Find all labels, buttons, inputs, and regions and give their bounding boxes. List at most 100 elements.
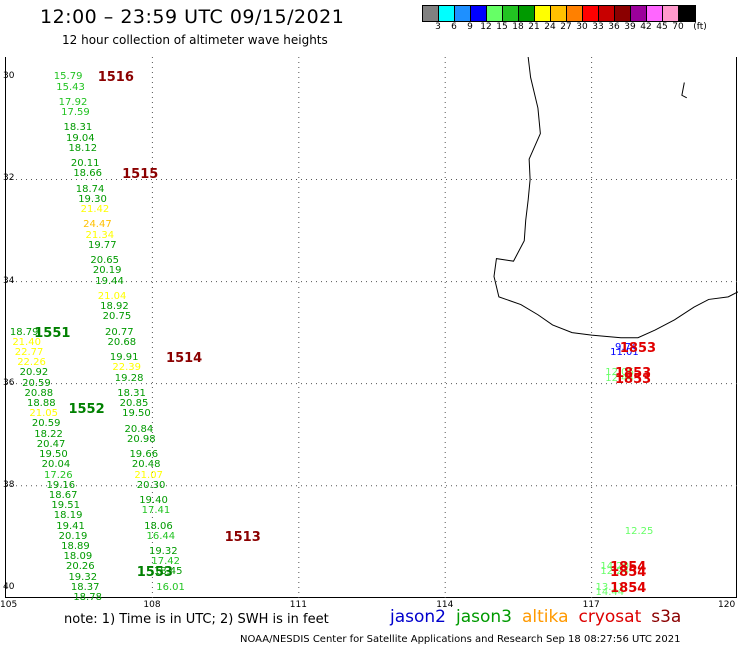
lon-label: 120 bbox=[718, 600, 736, 610]
wave-height-label: 18.09 bbox=[63, 551, 93, 563]
lon-label: 117 bbox=[582, 600, 600, 610]
coastline bbox=[493, 57, 738, 339]
legend-jason3: jason3 bbox=[456, 607, 512, 627]
wave-height-label: 19.77 bbox=[87, 239, 117, 251]
scale-label: 24 bbox=[544, 22, 556, 32]
wave-height-label: 19.50 bbox=[39, 449, 68, 461]
lat-label: 34 bbox=[3, 275, 15, 286]
wave-height-label: 21.07 bbox=[134, 469, 163, 481]
wave-height-label: 18.92 bbox=[100, 301, 129, 313]
wave-height-label: 19.28 bbox=[114, 372, 144, 384]
lon-label: 114 bbox=[436, 600, 454, 610]
wave-height-label: 18.78 bbox=[73, 592, 102, 603]
lon-label: 111 bbox=[289, 600, 307, 610]
satellite-legend: jason2 jason3 altika cryosat s3a bbox=[390, 607, 691, 627]
wave-height-label: 18.89 bbox=[61, 540, 90, 552]
wave-height-label: 18.45 bbox=[153, 566, 183, 578]
wave-height-label: 18.37 bbox=[70, 581, 100, 593]
wave-height-label: 18.74 bbox=[75, 183, 105, 195]
wave-height-label: 21.42 bbox=[80, 204, 110, 216]
color-scale bbox=[422, 5, 696, 22]
wave-height-label: 21.05 bbox=[29, 408, 59, 420]
scale-label: 9 bbox=[467, 22, 473, 32]
scale-swatch bbox=[631, 6, 647, 21]
note-text: note: 1) Time is in UTC; 2) SWH is in fe… bbox=[64, 612, 329, 627]
scale-swatch bbox=[519, 6, 535, 21]
wave-height-label: 14.44 bbox=[595, 586, 625, 598]
wave-height-label: 20.59 bbox=[22, 377, 51, 389]
wave-height-label: 17.26 bbox=[44, 469, 73, 481]
lon-label: 105 bbox=[0, 600, 18, 610]
wave-height-label: 19.44 bbox=[95, 275, 124, 287]
wave-height-label: 21.34 bbox=[85, 229, 115, 241]
scale-swatch bbox=[567, 6, 583, 21]
track-time-label: 1514 bbox=[166, 351, 203, 367]
scale-swatch bbox=[551, 6, 567, 21]
scale-unit: (ft) bbox=[693, 22, 707, 32]
wave-height-label: 18.31 bbox=[117, 387, 146, 399]
track-time-label: 1854 bbox=[610, 565, 647, 581]
scale-swatch bbox=[679, 6, 695, 21]
wave-height-label: 13.11 bbox=[595, 581, 625, 593]
scale-label: 6 bbox=[451, 22, 457, 32]
wave-height-label: 12.06 bbox=[605, 367, 634, 379]
track-time-label: 1516 bbox=[97, 70, 134, 86]
wave-height-label: 20.75 bbox=[102, 311, 132, 323]
scale-swatch bbox=[471, 6, 487, 21]
scale-swatch bbox=[599, 6, 615, 21]
scale-swatch bbox=[647, 6, 663, 21]
wave-height-label: 17.59 bbox=[61, 107, 90, 119]
wave-height-label: 14.20 bbox=[600, 561, 629, 573]
wave-height-label: 17.41 bbox=[141, 505, 171, 517]
lat-label: 38 bbox=[3, 479, 15, 490]
wave-height-label: 19.91 bbox=[109, 352, 139, 364]
wave-height-label: 22.39 bbox=[112, 362, 141, 374]
wave-height-label: 19.40 bbox=[139, 495, 168, 507]
wave-height-label: 20.19 bbox=[58, 530, 88, 542]
wave-height-label: 18.22 bbox=[34, 428, 63, 440]
scale-swatch bbox=[615, 6, 631, 21]
map-plot bbox=[5, 57, 738, 598]
wave-height-label: 20.92 bbox=[19, 367, 49, 379]
track-time-label: 1513 bbox=[224, 529, 261, 545]
wave-height-label: 20.19 bbox=[92, 265, 122, 277]
scale-label: 33 bbox=[592, 22, 604, 32]
legend-s3a: s3a bbox=[651, 607, 682, 627]
lon-label: 108 bbox=[143, 600, 161, 610]
wave-height-label: 20.77 bbox=[105, 326, 134, 338]
wave-height-label: 20.84 bbox=[124, 423, 154, 435]
wave-height-label: 20.88 bbox=[24, 387, 54, 399]
scale-swatch bbox=[487, 6, 503, 21]
track-time-label: 1854 bbox=[610, 560, 647, 576]
scale-label: 45 bbox=[656, 22, 668, 32]
scale-label: 21 bbox=[528, 22, 540, 32]
lat-label: 40 bbox=[3, 581, 15, 592]
wave-height-label: 19.41 bbox=[56, 520, 85, 532]
scale-label: 39 bbox=[624, 22, 636, 32]
wave-height-label: 20.65 bbox=[90, 255, 120, 267]
track-time-label: 1853 bbox=[619, 340, 657, 356]
legend-cryosat: cryosat bbox=[578, 607, 642, 627]
wave-height-label: 21.40 bbox=[12, 336, 41, 348]
wave-height-label: 18.88 bbox=[26, 398, 56, 410]
track-time-label: 1552 bbox=[68, 402, 105, 418]
scale-label: 15 bbox=[496, 22, 508, 32]
wave-height-label: 18.66 bbox=[73, 168, 102, 180]
wave-height-label: 19.66 bbox=[129, 449, 159, 461]
wave-height-label: 19.32 bbox=[148, 546, 178, 558]
wave-height-label: 11.01 bbox=[610, 347, 639, 359]
wave-height-label: 20.47 bbox=[36, 438, 66, 450]
wave-height-label: 19.32 bbox=[68, 571, 98, 583]
scale-label: 3 bbox=[435, 22, 441, 32]
wave-height-label: 17.92 bbox=[58, 96, 88, 108]
wave-height-label: 17.42 bbox=[151, 556, 181, 568]
footer-credit: NOAA/NESDIS Center for Satellite Applica… bbox=[240, 634, 681, 645]
wave-height-label: 20.11 bbox=[70, 158, 100, 170]
wave-height-label: 12.25 bbox=[624, 525, 654, 537]
track-time-label: 1551 bbox=[34, 325, 71, 341]
track-time-label: 1854 bbox=[610, 580, 647, 596]
wave-height-label: 20.85 bbox=[119, 398, 149, 410]
scale-swatch bbox=[535, 6, 551, 21]
scale-label: 27 bbox=[560, 22, 572, 32]
scale-label: 12 bbox=[480, 22, 492, 32]
